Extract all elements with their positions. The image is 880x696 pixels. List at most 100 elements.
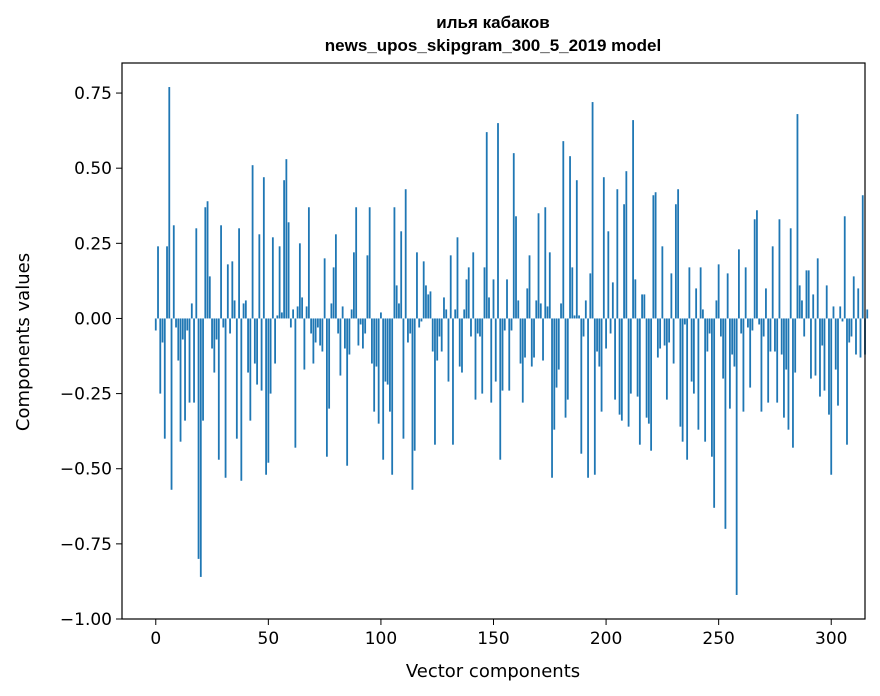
- bar-20: [199, 318, 202, 577]
- bar-265: [751, 318, 754, 331]
- bar-42: [249, 318, 252, 421]
- bar-86: [348, 318, 351, 355]
- bar-89: [355, 207, 358, 319]
- bar-259: [738, 249, 740, 319]
- bar-71: [314, 318, 317, 343]
- bar-32: [226, 264, 229, 319]
- y-tick-label: 0.25: [74, 234, 112, 254]
- bar-308: [848, 318, 851, 343]
- bar-212: [632, 120, 634, 319]
- bar-239: [692, 318, 695, 394]
- bar-236: [686, 318, 689, 460]
- bar-204: [614, 318, 616, 400]
- bar-306: [843, 216, 846, 319]
- bar-191: [584, 300, 587, 319]
- bar-109: [400, 231, 403, 319]
- bar-47: [260, 318, 263, 391]
- bar-100: [380, 312, 382, 319]
- bar-222: [654, 192, 657, 319]
- bar-299: [828, 318, 830, 415]
- bar-221: [652, 195, 655, 319]
- bar-5: [166, 246, 168, 319]
- bar-27: [215, 318, 218, 340]
- bar-54: [276, 315, 279, 319]
- bar-132: [452, 318, 454, 445]
- bar-98: [375, 318, 378, 367]
- bar-174: [546, 306, 549, 319]
- bar-25: [211, 318, 213, 349]
- bar-114: [411, 318, 414, 490]
- bar-187: [575, 180, 578, 319]
- y-axis-ticks: −1.00 −0.75 −0.50 −0.25 0.00 0.25 0.50 0.75: [60, 84, 122, 630]
- bar-246: [708, 318, 711, 334]
- bar-198: [600, 318, 603, 412]
- bar-298: [825, 285, 828, 319]
- bar-183: [566, 318, 569, 400]
- y-tick-label: −0.50: [60, 460, 112, 480]
- bar-166: [528, 255, 531, 319]
- bar-112: [407, 318, 409, 343]
- bar-161: [517, 300, 520, 319]
- bar-188: [578, 315, 580, 319]
- bar-62: [294, 318, 297, 448]
- bar-96: [371, 318, 373, 364]
- bar-303: [837, 318, 839, 406]
- bar-218: [645, 318, 648, 418]
- bar-113: [409, 318, 412, 334]
- bar-37: [238, 228, 240, 319]
- bar-66: [303, 318, 306, 370]
- bar-150: [492, 279, 495, 319]
- bar-245: [706, 318, 709, 352]
- bar-199: [602, 177, 605, 319]
- bar-296: [821, 318, 824, 346]
- bar-137: [463, 309, 466, 319]
- bar-253: [724, 318, 727, 529]
- bar-88: [353, 252, 355, 319]
- bar-115: [413, 318, 416, 451]
- bar-67: [305, 306, 308, 319]
- bar-13: [184, 318, 186, 421]
- bar-33: [229, 318, 231, 334]
- bar-90: [357, 318, 360, 346]
- bar-281: [787, 318, 790, 430]
- bar-119: [422, 261, 425, 319]
- bar-286: [798, 285, 801, 319]
- bar-180: [560, 303, 562, 319]
- y-tick-label: 0.50: [74, 159, 112, 179]
- bar-2: [159, 318, 162, 394]
- y-tick-label: 0.75: [74, 84, 112, 104]
- bar-117: [418, 318, 421, 328]
- bar-64: [298, 243, 301, 319]
- bar-269: [760, 318, 763, 412]
- bar-172: [542, 318, 544, 361]
- bar-123: [431, 318, 434, 352]
- bar-125: [436, 318, 439, 361]
- bar-77: [328, 318, 331, 409]
- bar-207: [620, 318, 623, 421]
- bar-158: [510, 318, 513, 331]
- bar-38: [240, 318, 243, 481]
- bar-39: [242, 303, 245, 319]
- x-axis-label: Vector components: [406, 661, 580, 682]
- x-tick-label: 100: [365, 629, 397, 649]
- bar-177: [553, 318, 556, 430]
- bar-255: [729, 318, 731, 409]
- bar-169: [535, 300, 538, 319]
- bars-group: [154, 87, 869, 595]
- bar-30: [222, 318, 225, 328]
- bar-248: [713, 318, 716, 508]
- bar-229: [670, 273, 673, 319]
- bar-34: [231, 261, 234, 319]
- bar-287: [801, 300, 803, 319]
- bar-78: [330, 303, 333, 319]
- bar-210: [627, 318, 630, 427]
- bar-316: [866, 309, 869, 319]
- bar-278: [780, 318, 783, 355]
- bar-0: [154, 318, 157, 331]
- bar-130: [447, 318, 450, 382]
- bar-131: [449, 255, 452, 319]
- bar-141: [472, 252, 475, 319]
- bar-226: [663, 318, 666, 346]
- bar-94: [366, 255, 369, 319]
